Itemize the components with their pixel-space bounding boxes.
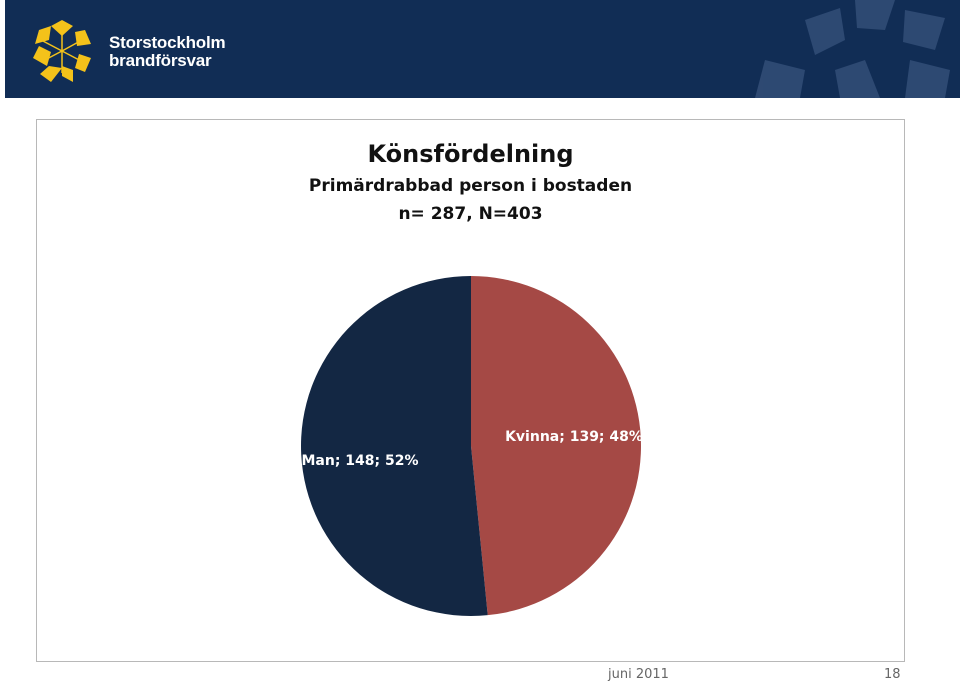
pie-slice-man <box>300 276 488 616</box>
footer-date: juni 2011 <box>608 667 669 682</box>
pie-label-man: Man; 148; 52% <box>301 453 418 469</box>
org-name-line1: Storstockholm <box>109 33 226 52</box>
chart-title: Könsfördelning <box>367 140 574 168</box>
star-emblem-icon <box>33 20 91 82</box>
header-banner: Storstockholm brandförsvar <box>5 0 960 98</box>
chart-subtitle: Primärdrabbad person i bostaden <box>308 176 633 196</box>
chart-frame: Könsfördelning Primärdrabbad person i bo… <box>36 119 905 662</box>
page-number: 18 <box>884 667 901 682</box>
chart-sample-size: n= 287, N=403 <box>398 204 543 224</box>
pie-label-kvinna: Kvinna; 139; 48% <box>505 429 643 445</box>
org-name-line2: brandförsvar <box>109 51 212 70</box>
decorative-star-pattern <box>755 0 950 98</box>
org-name: Storstockholm brandförsvar <box>109 33 226 70</box>
pie-chart: Kvinna; 139; 48% Man; 148; 52% <box>300 276 643 616</box>
pie-slice-kvinna <box>471 276 641 616</box>
